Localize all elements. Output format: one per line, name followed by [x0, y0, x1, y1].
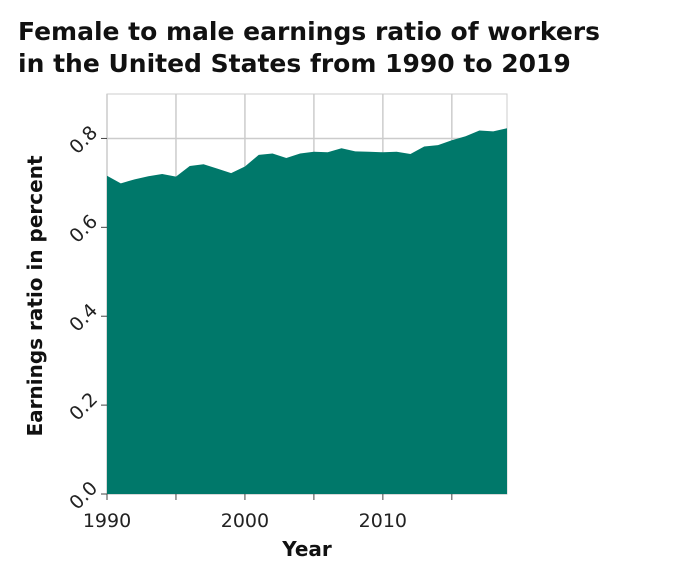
- y-tick-label: 0.0: [65, 477, 102, 514]
- y-tick-label: 0.4: [65, 299, 102, 336]
- area-fill: [107, 128, 507, 494]
- y-tick-label: 0.2: [65, 388, 102, 425]
- x-tick-label: 2010: [359, 510, 407, 532]
- y-axis-label: Earnings ratio in percent: [23, 155, 47, 436]
- x-axis-label: Year: [281, 537, 332, 561]
- y-tick-label: 0.8: [65, 122, 102, 159]
- x-tick-label: 2000: [221, 510, 269, 532]
- area-series: [107, 128, 507, 494]
- x-tick-label: 1990: [83, 510, 131, 532]
- y-axis-ticks: 0.0 0.2 0.4 0.6 0.8: [65, 122, 107, 514]
- y-tick-label: 0.6: [65, 211, 102, 248]
- x-axis-ticks: 1990 2000 2010: [83, 494, 452, 532]
